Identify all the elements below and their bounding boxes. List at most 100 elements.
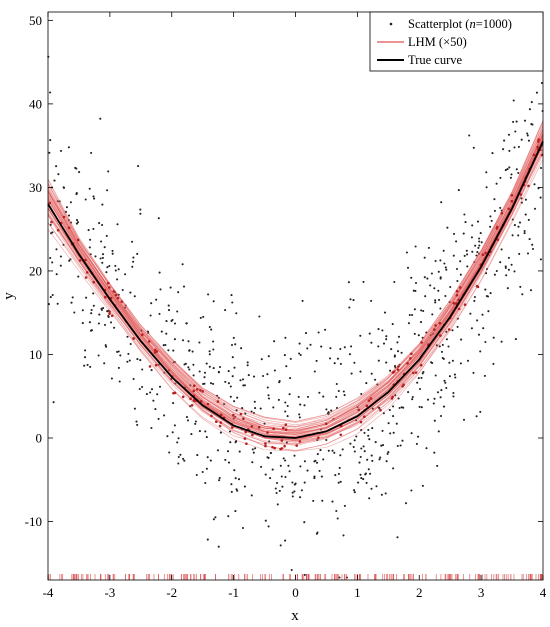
scatter-point (158, 271, 161, 274)
lhm-point (50, 220, 53, 224)
scatter-point (452, 232, 456, 235)
scatter-point (367, 428, 370, 432)
scatter-point (500, 209, 503, 212)
scatter-point (533, 183, 536, 186)
scatter-point (393, 354, 396, 357)
scatter-point (218, 479, 221, 482)
scatter-point (453, 373, 456, 376)
scatter-point (427, 246, 430, 249)
scatter-point (157, 363, 160, 366)
scatter-point (297, 395, 300, 398)
scatter-point (172, 361, 175, 364)
scatter-point (194, 420, 197, 423)
scatter-point (157, 417, 160, 420)
scatter-point (477, 333, 481, 336)
scatter-point (349, 298, 352, 301)
scatter-point (231, 375, 234, 378)
scatter-point (188, 368, 191, 371)
scatter-point (466, 253, 469, 256)
scatter-point (106, 189, 109, 192)
scatter-point (110, 377, 113, 380)
scatter-point (377, 406, 380, 409)
lhm-point (153, 351, 157, 354)
scatter-point (386, 452, 389, 455)
scatter-point (357, 481, 360, 484)
scatter-point (445, 338, 448, 341)
scatter-point (301, 299, 304, 302)
lhm-point (397, 365, 400, 368)
scatter-point (481, 313, 484, 316)
lhm-curve (47, 131, 544, 431)
scatter-point (224, 309, 227, 312)
lhm-curve (47, 120, 544, 422)
scatter-point (353, 450, 356, 453)
scatter-point (101, 256, 104, 259)
scatter-point (293, 490, 296, 493)
scatter-point (391, 323, 394, 326)
scatter-point (252, 451, 255, 454)
lhm-curve (47, 143, 544, 442)
scatter-point (116, 223, 119, 226)
scatter-point (266, 386, 269, 389)
scatter-point (150, 426, 153, 430)
scatter-point (517, 145, 520, 148)
scatter-point (385, 338, 388, 341)
scatter-point (360, 429, 363, 432)
scatter-point (81, 322, 84, 325)
lhm-point (242, 417, 245, 421)
scatter-point (469, 312, 472, 315)
lhm-point (369, 397, 373, 400)
scatter-point (365, 481, 368, 484)
lhm-point (196, 388, 199, 391)
scatter-point (396, 350, 400, 353)
scatter-point (401, 439, 404, 442)
lhm-point (484, 251, 487, 255)
scatter-point (241, 526, 245, 530)
scatter-point (141, 368, 144, 371)
scatter-point (227, 461, 231, 464)
x-tick-label: 2 (416, 585, 423, 600)
scatter-point (437, 430, 440, 433)
scatter-point (109, 321, 113, 324)
scatter-point (288, 470, 291, 473)
scatter-point (325, 438, 328, 442)
scatter-point (506, 287, 509, 290)
scatter-point (152, 399, 155, 402)
scatter-point (100, 240, 103, 243)
lhm-point (447, 328, 451, 331)
scatter-point (331, 449, 334, 452)
scatter-point (370, 372, 373, 375)
lhm-point (463, 303, 467, 307)
lhm-point (84, 276, 88, 279)
scatter-point (347, 281, 350, 284)
scatter-point (380, 444, 383, 447)
scatter-point (472, 146, 475, 149)
scatter-point (234, 510, 237, 513)
scatter-point (503, 139, 506, 142)
scatter-point (400, 351, 403, 354)
scatter-point (485, 267, 489, 271)
lhm-point (104, 295, 107, 299)
scatter-point (300, 489, 303, 492)
x-tick-label: 0 (292, 585, 299, 600)
scatter-point (64, 210, 67, 213)
scatter-point (135, 420, 138, 423)
scatter-point (339, 347, 342, 351)
lhm-curve (47, 144, 544, 443)
scatter-point (377, 345, 380, 348)
scatter-point (483, 374, 486, 377)
scatter-point (419, 321, 423, 324)
scatter-point (434, 374, 437, 377)
scatter-point (492, 362, 495, 365)
scatter-point (447, 345, 450, 348)
scatter-point (59, 264, 62, 267)
scatter-point (531, 247, 535, 251)
scatter-point (523, 119, 527, 122)
scatter-point (204, 481, 207, 485)
lhm-point (532, 153, 536, 157)
scatter-point (181, 263, 184, 266)
scatter-point (380, 493, 383, 496)
lhm-point (107, 281, 110, 285)
scatter-point (137, 165, 140, 168)
scatter-point (186, 419, 190, 422)
